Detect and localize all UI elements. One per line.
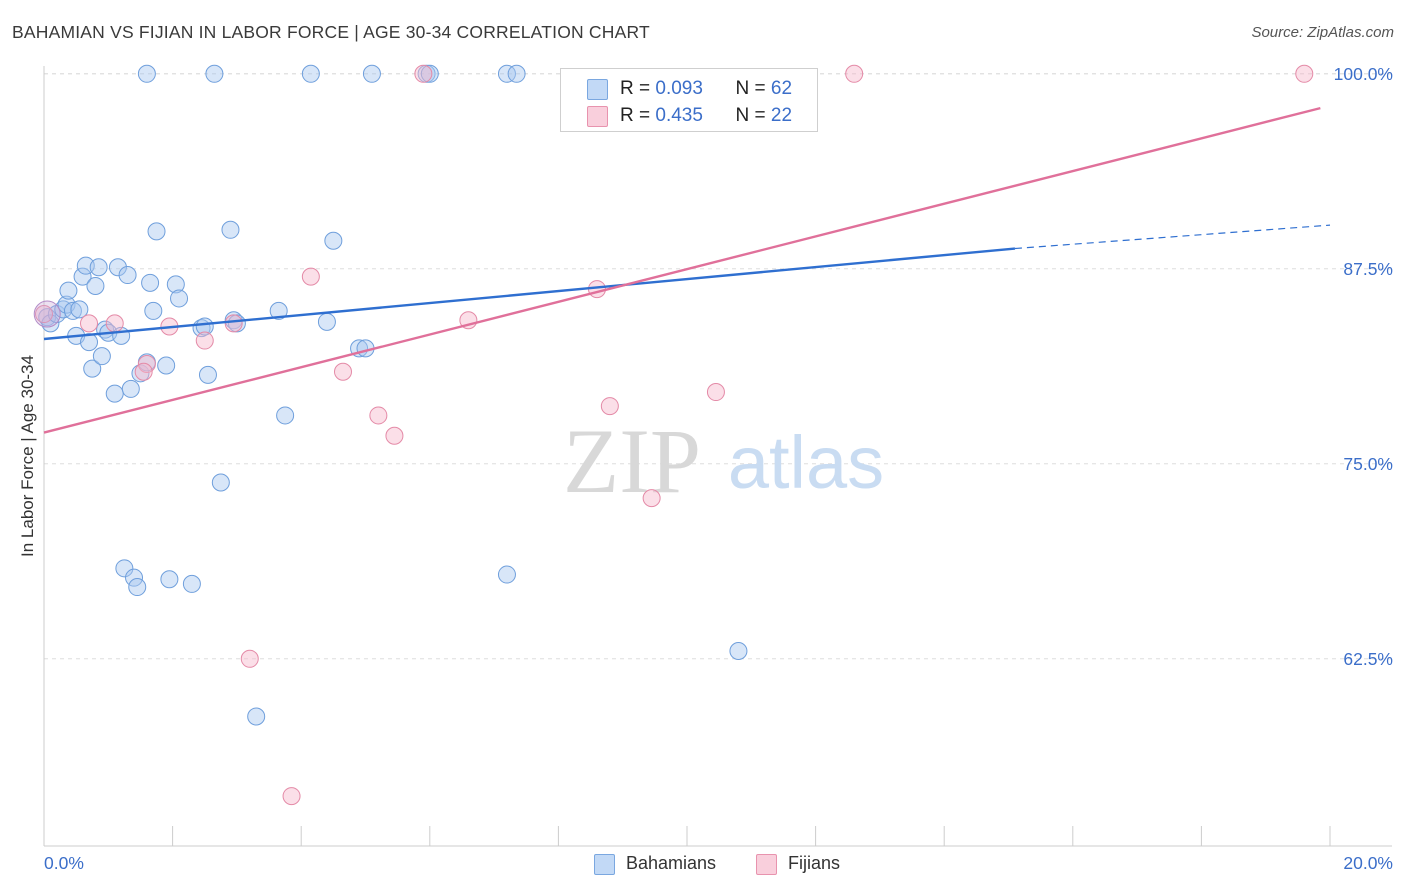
legend-n-label: N = — [735, 105, 766, 126]
bottom-legend-swatch-fijians — [756, 854, 777, 875]
bahamian-point — [276, 406, 295, 425]
bahamian-point — [128, 578, 147, 597]
bahamian-point — [301, 64, 320, 83]
bahamian-point — [221, 220, 240, 239]
bahamian-point — [729, 642, 748, 660]
bahamian-point — [73, 267, 92, 286]
bahamian-point — [170, 289, 189, 308]
fijian-point — [706, 383, 725, 402]
bahamian-point — [269, 301, 288, 320]
fijian-point — [600, 397, 619, 416]
fijian-point — [105, 314, 124, 333]
bahamian-point — [76, 256, 95, 275]
fijian-point — [385, 426, 404, 445]
fijian-point — [369, 406, 388, 425]
bahamian-point — [92, 347, 111, 366]
bahamian-point — [507, 64, 526, 83]
fijian-point — [845, 64, 864, 83]
bahamian-point — [195, 317, 214, 336]
bahamian-point — [324, 231, 343, 250]
fijian-point — [80, 314, 99, 333]
watermark: ZIP atlas — [563, 410, 884, 512]
fijian-trend-line — [43, 106, 1321, 434]
fijian-point — [240, 649, 259, 668]
stats-legend: R = 0.093 N = 62 R = 0.435 N = 22 — [560, 68, 818, 132]
fijian-point — [35, 305, 53, 324]
legend-r-label: R = — [620, 105, 651, 126]
bahamian-point — [105, 384, 124, 403]
bahamian-point — [137, 64, 156, 83]
legend-n-value: 62 — [770, 78, 793, 99]
fijian-point — [301, 267, 320, 286]
fijian-point — [282, 787, 301, 806]
bahamian-point — [497, 565, 516, 584]
bottom-legend-swatch-bahamians — [594, 854, 615, 875]
bahamian-point — [131, 364, 150, 383]
fijian-point — [224, 314, 243, 333]
bahamian-trend-extension — [1014, 224, 1331, 250]
y-tick-label: 75.0% — [1343, 454, 1393, 474]
legend-swatch-bahamians — [587, 79, 608, 100]
bahamian-point — [497, 64, 516, 83]
bahamian-point — [362, 64, 381, 83]
bahamian-point — [118, 266, 137, 285]
bahamian-point — [41, 314, 60, 333]
bahamian-point — [86, 276, 105, 295]
bahamian-point — [121, 379, 140, 398]
bottom-legend-label: Bahamians — [626, 853, 717, 873]
grid-layer — [44, 73, 1392, 660]
fijian-point — [414, 64, 433, 83]
trend-layer — [43, 106, 1331, 434]
bahamian-point — [166, 275, 185, 294]
chart-title: BAHAMIAN VS FIJIAN IN LABOR FORCE | AGE … — [12, 22, 650, 42]
fijian-point — [1295, 64, 1314, 83]
watermark-zip: ZIP — [563, 410, 701, 512]
bahamian-point — [89, 258, 108, 277]
legend-r-value: 0.435 — [655, 105, 703, 126]
legend-n-label: N = — [735, 78, 766, 99]
bahamian-point — [70, 300, 89, 319]
bahamian-point — [63, 301, 82, 320]
bahamian-point — [115, 559, 134, 578]
label-layer: 62.5% 75.0% 87.5% 100.0% 0.0% 20.0% In Labor F… — [18, 64, 1393, 873]
fijian-point — [134, 362, 153, 381]
bahamian-point — [147, 222, 166, 241]
fijian-point — [333, 362, 352, 381]
y-tick-label: 62.5% — [1343, 649, 1393, 669]
points-layer — [33, 64, 1314, 806]
y-tick-label: 87.5% — [1343, 259, 1393, 279]
source-label: Source: ZipAtlas.com — [1251, 24, 1394, 41]
bahamian-point — [182, 574, 201, 593]
watermark-atlas: atlas — [728, 421, 884, 504]
bahamian-point — [125, 568, 144, 587]
x-tick-label: 20.0% — [1343, 853, 1393, 873]
bahamian-point — [211, 473, 230, 492]
bahamian-point — [198, 365, 217, 384]
bahamian-point — [144, 301, 163, 320]
bahamian-point — [108, 258, 127, 277]
legend-r-label: R = — [620, 78, 651, 99]
fijian-point — [642, 489, 661, 508]
x-tick-label: 0.0% — [44, 853, 84, 873]
bahamian-point — [59, 281, 78, 300]
bahamian-point — [157, 356, 176, 375]
axis-layer — [43, 66, 1392, 847]
fijian-point — [195, 331, 214, 350]
y-tick-label: 100.0% — [1334, 64, 1393, 84]
bahamian-point — [420, 64, 439, 83]
bahamian-point — [205, 64, 224, 83]
bahamian-point — [247, 707, 266, 726]
bahamian-point — [141, 273, 160, 292]
legend-swatch-fijians — [587, 106, 608, 127]
bahamian-point — [317, 312, 336, 331]
bahamian-point — [83, 359, 102, 378]
bottom-legend-label: Fijians — [788, 853, 841, 873]
legend-n-value: 22 — [770, 105, 793, 126]
y-axis-label: In Labor Force | Age 30-34 — [18, 355, 37, 557]
overlap-point — [33, 300, 61, 328]
legend-r-value: 0.093 — [655, 78, 703, 99]
bahamian-trend-line — [43, 247, 1016, 341]
bahamian-point — [160, 570, 179, 589]
